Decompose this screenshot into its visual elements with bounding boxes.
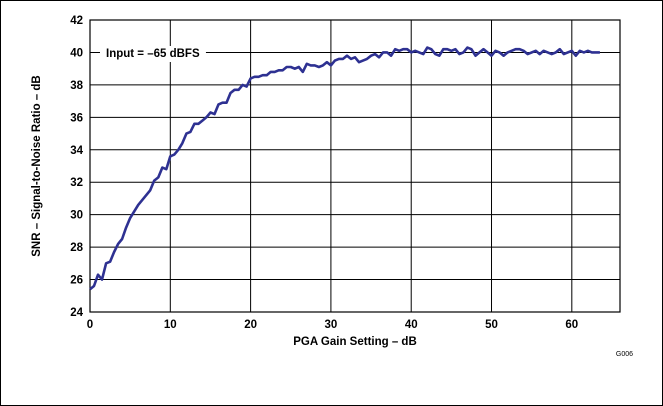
series-group <box>89 46 600 291</box>
y-tick-label: 32 <box>70 177 83 189</box>
y-tick-label: 24 <box>70 307 83 319</box>
x-tick-label: 50 <box>485 319 498 331</box>
y-tick-label: 40 <box>70 47 83 59</box>
x-tick-labels: 0 10 20 30 40 50 60 <box>87 319 578 331</box>
x-tick-label: 10 <box>164 319 177 331</box>
x-axis-title: PGA Gain Setting – dB <box>293 336 417 348</box>
y-tick-label: 28 <box>70 242 83 254</box>
y-tick-label: 26 <box>70 275 83 287</box>
x-tick-label: 60 <box>565 319 578 331</box>
series-line <box>89 46 600 291</box>
figure-id: G006 <box>616 351 633 358</box>
y-axis-title: SNR – Signal-to-Noise Ratio – dB <box>31 75 43 256</box>
y-tick-label: 36 <box>70 112 83 124</box>
y-tick-label: 42 <box>70 15 83 27</box>
x-tick-label: 30 <box>325 319 338 331</box>
x-tick-label: 0 <box>87 319 93 331</box>
x-tick-label: 20 <box>244 319 257 331</box>
annotation-group: Input = –65 dBFS <box>100 46 206 62</box>
x-tick-label: 40 <box>405 319 418 331</box>
y-tick-label: 34 <box>70 145 83 157</box>
y-tick-label: 30 <box>70 210 83 222</box>
y-tick-label: 38 <box>70 80 83 92</box>
y-tick-labels: 24 26 28 30 32 34 36 38 40 42 <box>70 15 83 319</box>
plot-area <box>89 19 621 313</box>
annotation-text: Input = –65 dBFS <box>106 48 200 60</box>
annotation-background <box>100 46 206 62</box>
plot-border <box>89 19 621 313</box>
